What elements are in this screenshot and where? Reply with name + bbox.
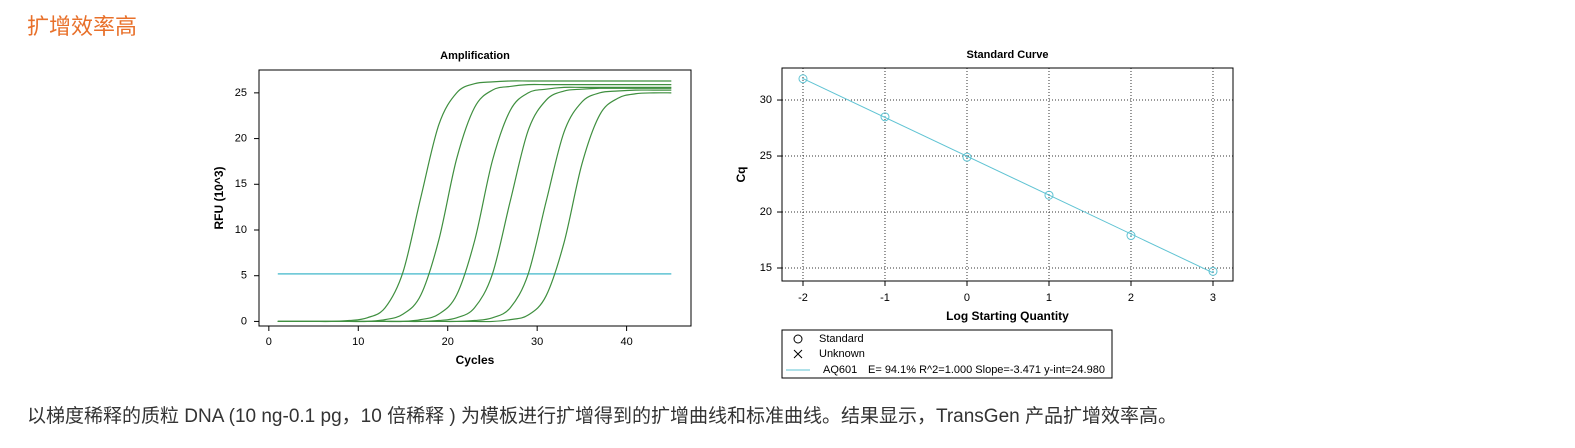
- legend-symbol: [793, 349, 803, 359]
- amplification-curve: [277, 89, 672, 323]
- x-tick-label: 1: [1046, 292, 1052, 304]
- data-point: [880, 112, 890, 122]
- amplification-curve: [277, 87, 672, 323]
- y-axis-label: RFU (10^3): [212, 166, 226, 229]
- amplification-curve: [277, 83, 672, 323]
- x-tick-label: 20: [442, 336, 454, 348]
- amplification-curve: [277, 92, 672, 323]
- x-axis-label: Log Starting Quantity: [946, 309, 1069, 323]
- chart-title: Standard Curve: [967, 49, 1049, 61]
- heading: 扩增效率高: [27, 14, 137, 39]
- y-tick-label: 30: [760, 94, 772, 106]
- data-point-center: [1048, 194, 1050, 197]
- amplification-curve: [277, 80, 672, 323]
- legend-symbol: [793, 334, 803, 344]
- y-tick-label: 5: [241, 270, 247, 282]
- caption: 以梯度稀释的质粒 DNA (10 ng-0.1 pg，10 倍稀释 ) 为模板进…: [27, 405, 1177, 427]
- x-tick-label: 30: [531, 336, 543, 348]
- x-tick-label: -1: [880, 292, 890, 304]
- data-point: [962, 152, 972, 162]
- x-axis-label: Cycles: [456, 353, 495, 367]
- data-point-center: [1212, 270, 1214, 273]
- y-tick-label: 20: [235, 132, 247, 144]
- y-tick-label: 25: [235, 87, 247, 99]
- x-tick-label: -2: [798, 292, 808, 304]
- y-tick-label: 15: [235, 178, 247, 190]
- amplification-curve: [277, 86, 672, 323]
- data-point-center: [884, 116, 886, 118]
- y-tick-label: 10: [235, 224, 247, 236]
- legend-label: Unknown: [819, 348, 865, 360]
- y-tick-label: 15: [760, 262, 772, 274]
- legend-box: [781, 329, 1113, 379]
- data-point: [1126, 231, 1136, 241]
- x-tick-label: 10: [352, 336, 364, 348]
- x-tick-label: 3: [1210, 292, 1216, 304]
- y-tick-label: 0: [241, 315, 247, 327]
- x-tick-label: 0: [266, 336, 272, 348]
- plot-frame: [781, 67, 1234, 282]
- data-point: [1044, 190, 1054, 200]
- data-point: [798, 74, 808, 84]
- data-point-center: [1130, 234, 1132, 237]
- plot-frame: [258, 69, 692, 327]
- x-tick-label: 2: [1128, 292, 1134, 304]
- legend-label: Standard: [819, 333, 864, 345]
- y-tick-label: 20: [760, 206, 772, 218]
- data-point-center: [966, 156, 968, 158]
- data-point-center: [802, 77, 804, 80]
- x-tick-label: 40: [620, 336, 632, 348]
- legend-label: AQ601: [823, 364, 857, 376]
- y-axis-label: Cq: [734, 167, 748, 183]
- x-tick-label: 0: [964, 292, 970, 304]
- fit-label: E= 94.1% R^2=1.000 Slope=-3.471 y-int=24…: [868, 364, 1105, 376]
- data-point: [1208, 266, 1218, 276]
- y-tick-label: 25: [760, 150, 772, 162]
- fit-line: [802, 78, 1214, 274]
- chart-title: Amplification: [440, 50, 510, 62]
